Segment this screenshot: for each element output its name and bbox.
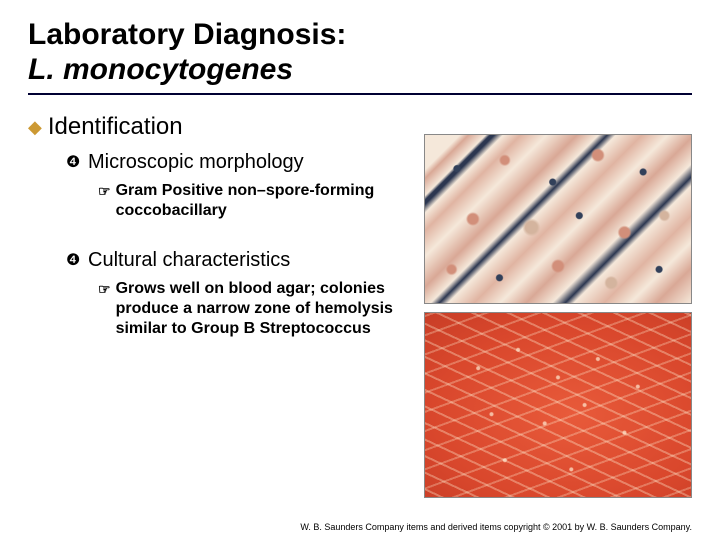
book-icon: ❹ <box>66 249 82 273</box>
bullet-microscopic-text: Microscopic morphology <box>88 151 304 174</box>
bullet-grows-well-text: Grows well on blood agar; colonies produ… <box>116 279 418 339</box>
blood-agar-image <box>424 312 692 498</box>
bullet-identification-text: Identification <box>48 113 183 141</box>
title-line-1: Laboratory Diagnosis: <box>28 18 692 53</box>
title-line-2: L. monocytogenes <box>28 53 692 88</box>
title-block: Laboratory Diagnosis: L. monocytogenes <box>28 18 692 95</box>
hand-icon: ☞ <box>98 181 111 201</box>
diamond-icon: ◆ <box>28 113 42 141</box>
hand-icon: ☞ <box>98 279 111 299</box>
micrograph-image <box>424 134 692 304</box>
slide: Laboratory Diagnosis: L. monocytogenes ◆… <box>0 0 720 540</box>
bullet-gram-positive-text: Gram Positive non–spore-forming coccobac… <box>116 181 418 221</box>
bullet-grows-well: ☞ Grows well on blood agar; colonies pro… <box>98 279 418 339</box>
book-icon: ❹ <box>66 151 82 175</box>
copyright-text: W. B. Saunders Company items and derived… <box>300 522 692 532</box>
bullet-cultural-text: Cultural characteristics <box>88 249 290 272</box>
bullet-gram-positive: ☞ Gram Positive non–spore-forming coccob… <box>98 181 418 221</box>
